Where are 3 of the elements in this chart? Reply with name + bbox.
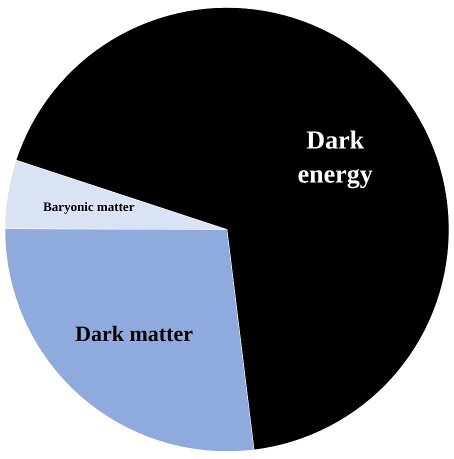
slice-label: Dark energy <box>298 126 373 189</box>
slice-label: Baryonic matter <box>43 199 135 214</box>
slice-label: Dark matter <box>75 321 194 346</box>
